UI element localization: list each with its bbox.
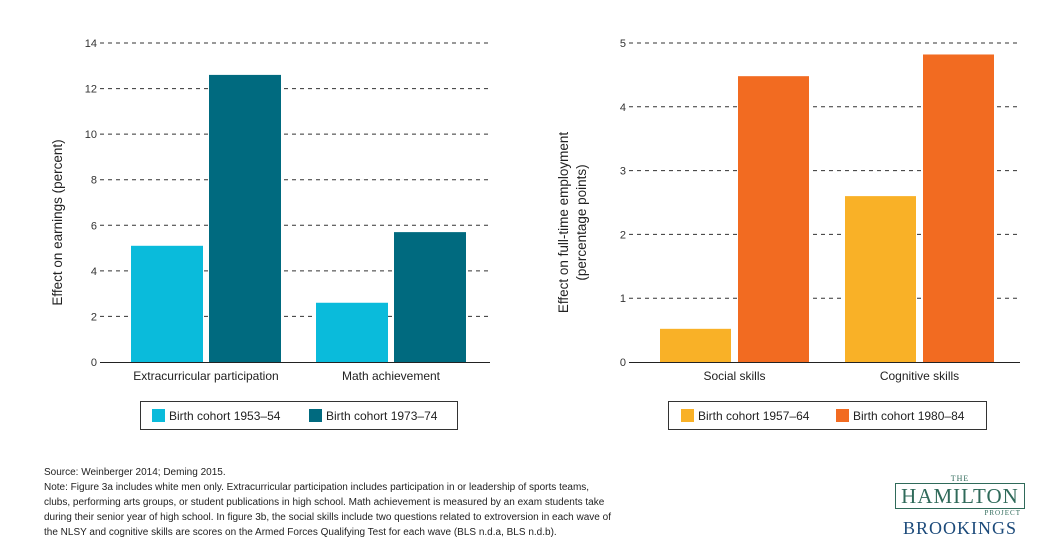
y-tick-label: 8 [91,175,97,187]
legend-box [668,401,987,430]
x-category-label: Math achievement [342,369,441,383]
logo-the: THE [950,474,970,483]
note-line: clubs, performing arts groups, or studen… [44,497,605,508]
y-tick-label: 12 [85,84,97,96]
bar [923,54,994,362]
y-tick-label: 4 [91,266,97,278]
hamilton-brookings-logo: THE HAMILTON PROJECT BROOKINGS [885,474,1035,542]
y-tick-label: 6 [91,220,97,232]
note-line: Note: Figure 3a includes white men only.… [44,482,590,493]
note-line: the NLSY and cognitive skills are scores… [44,527,557,538]
y-axis-title: Effect on full-time employment [556,132,571,314]
legend-label: Birth cohort 1957–64 [698,409,810,423]
x-category-label: Cognitive skills [880,369,959,383]
y-tick-label: 4 [620,102,626,114]
legend-swatch [152,409,165,422]
legend-swatch [309,409,322,422]
legend-label: Birth cohort 1980–84 [853,409,965,423]
bar [131,245,203,362]
logo-brookings: BROOKINGS [902,518,1017,538]
legend-swatch [681,409,694,422]
bar [738,76,809,363]
y-tick-label: 5 [620,38,626,50]
y-axis-title: Effect on earnings (percent) [50,139,65,305]
logo-project: PROJECT [984,509,1021,517]
y-axis-title: (percentage points) [574,164,589,280]
bar [660,328,731,362]
y-tick-label: 3 [620,166,626,178]
legend-label: Birth cohort 1953–54 [169,409,281,423]
y-tick-label: 0 [620,357,626,369]
legend-box [140,401,458,430]
x-category-label: Extracurricular participation [133,369,278,383]
y-tick-label: 10 [85,129,97,141]
legend-swatch [836,409,849,422]
legend-label: Birth cohort 1973–74 [326,409,438,423]
bar [394,232,466,362]
y-tick-label: 2 [91,311,97,323]
y-tick-label: 0 [91,357,97,369]
y-tick-label: 1 [620,293,626,305]
y-tick-label: 2 [620,229,626,241]
x-category-label: Social skills [703,369,765,383]
notes-block: Source: Weinberger 2014; Deming 2015. No… [44,465,724,540]
bar [209,74,281,363]
source-line: Source: Weinberger 2014; Deming 2015. [44,467,226,478]
logo-hamilton: HAMILTON [895,483,1025,509]
bar [845,196,916,362]
note-line: during their senior year of high school.… [44,512,611,523]
y-tick-label: 14 [85,38,97,50]
bar [316,302,388,362]
